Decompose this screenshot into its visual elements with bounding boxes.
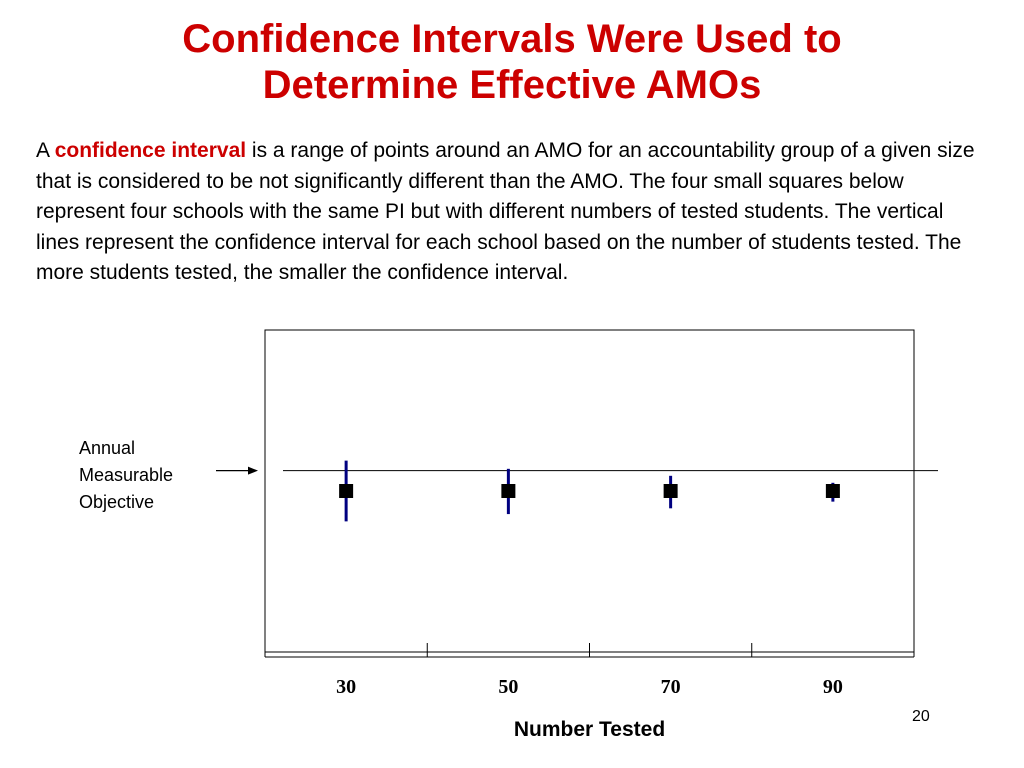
confidence-interval-term: confidence interval xyxy=(54,139,247,162)
x-tick-label: 70 xyxy=(661,676,681,698)
amo-arrow-head xyxy=(248,466,258,475)
slide-title: Confidence Intervals Were Used to Determ… xyxy=(0,16,1024,108)
x-axis-label: Number Tested xyxy=(514,718,665,741)
body-rest: is a range of points around an AMO for a… xyxy=(36,139,975,285)
amo-label-line-3: Objective xyxy=(79,492,155,512)
school-marker xyxy=(825,484,840,498)
school-marker xyxy=(501,484,516,498)
plot-frame xyxy=(264,329,915,653)
title-line-1: Confidence Intervals Were Used to xyxy=(182,17,842,61)
x-tick-label: 30 xyxy=(336,676,356,698)
body-prefix: A xyxy=(36,139,55,162)
x-tick-label: 90 xyxy=(823,676,843,698)
page-number: 20 xyxy=(912,708,930,725)
school-marker xyxy=(339,484,354,498)
amo-label-line-2: Measurable xyxy=(79,465,174,485)
body-paragraph: A confidence interval is a range of poin… xyxy=(36,136,986,289)
x-tick-label: 50 xyxy=(498,676,518,698)
school-marker xyxy=(663,484,678,498)
amo-label: Annual Measurable Objective xyxy=(79,435,173,516)
amo-label-line-1: Annual xyxy=(79,438,136,458)
title-line-2: Determine Effective AMOs xyxy=(262,63,762,107)
